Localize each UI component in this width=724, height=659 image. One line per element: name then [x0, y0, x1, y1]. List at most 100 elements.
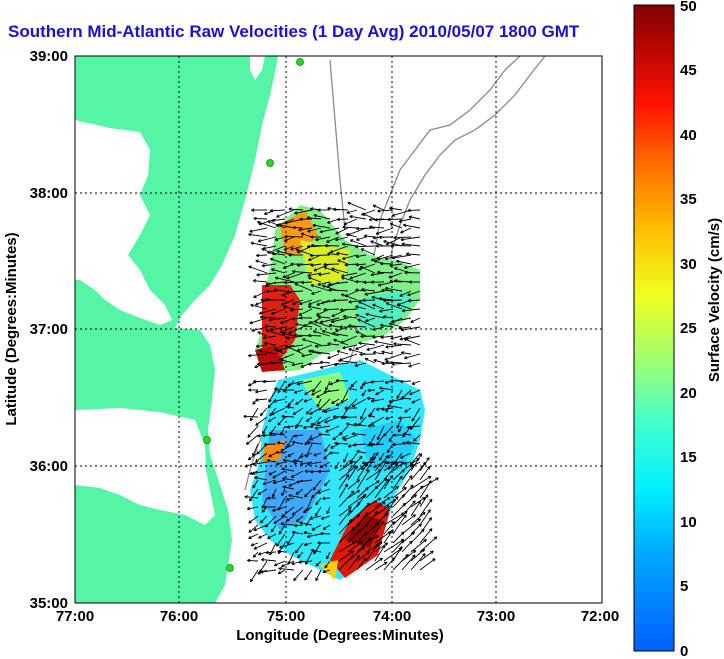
velocity-arrow-head [274, 388, 278, 391]
velocity-arrow [419, 528, 433, 544]
velocity-arrow-head [332, 332, 335, 336]
velocity-arrow [277, 416, 286, 426]
velocity-arrow [419, 480, 432, 499]
velocity-arrow [410, 475, 432, 490]
velocity-arrow [246, 434, 259, 445]
velocity-arrow [344, 263, 358, 266]
velocity-arrow [350, 380, 358, 388]
velocity-arrow [295, 488, 304, 495]
velocity-arrow [278, 567, 295, 571]
velocity-arrow-head [255, 260, 259, 263]
velocity-arrow [342, 254, 358, 260]
velocity-arrow [276, 209, 295, 218]
velocity-arrow [411, 407, 421, 422]
velocity-arrow [343, 315, 358, 319]
velocity-arrow [295, 248, 313, 256]
velocity-arrow [321, 515, 331, 520]
velocity-arrow [274, 344, 286, 350]
velocity-arrow [269, 542, 277, 556]
velocity-arrow-head [299, 218, 303, 222]
velocity-arrow [281, 506, 295, 518]
velocity-arrow-head [294, 525, 298, 528]
velocity-arrow [269, 361, 286, 364]
velocity-arrow [309, 515, 322, 520]
velocity-arrow [332, 299, 349, 301]
velocity-arrow [365, 317, 376, 322]
velocity-arrow [255, 260, 268, 265]
velocity-arrow-head [339, 309, 343, 312]
velocity-arrow-head [262, 435, 266, 438]
velocity-arrow-head [282, 459, 286, 462]
velocity-arrow [394, 267, 412, 274]
velocity-arrow-head [324, 245, 328, 248]
velocity-arrow-head [331, 268, 335, 271]
velocity-arrow-head [379, 557, 383, 560]
velocity-arrow-head [255, 391, 259, 394]
velocity-arrow [325, 380, 331, 391]
velocity-arrow-head [304, 495, 308, 498]
velocity-arrow [247, 559, 259, 562]
velocity-arrow [347, 479, 360, 490]
velocity-arrow [252, 443, 259, 457]
velocity-arrow [249, 317, 268, 324]
velocity-arrow [284, 281, 304, 284]
velocity-arrow [358, 263, 376, 271]
velocity-arrow-head [402, 442, 406, 446]
velocity-arrow-head [368, 219, 372, 222]
velocity-arrow-head [346, 212, 350, 215]
velocity-arrow-head [288, 208, 292, 211]
velocity-arrow [271, 308, 286, 315]
velocity-arrow [260, 407, 268, 416]
velocity-arrow-head [390, 244, 394, 248]
velocity-arrow [314, 320, 331, 328]
velocity-arrow-head [270, 329, 274, 332]
velocity-arrow [356, 502, 370, 517]
velocity-arrow-head [319, 367, 324, 369]
velocity-arrow [287, 398, 295, 407]
velocity-arrow [308, 362, 322, 365]
velocity-arrow-head [369, 444, 373, 447]
velocity-arrow [265, 551, 277, 554]
velocity-arrow [388, 323, 403, 328]
velocity-arrow-head [355, 264, 359, 267]
velocity-arrow-head [322, 498, 326, 501]
velocity-arrow [274, 289, 286, 292]
velocity-arrow-head [342, 226, 346, 229]
velocity-arrow-head [294, 283, 298, 287]
velocity-arrow [290, 245, 304, 251]
velocity-arrow [301, 353, 313, 357]
velocity-arrow [304, 542, 313, 546]
velocity-arrow [283, 245, 295, 251]
velocity-arrow [375, 389, 385, 396]
velocity-arrow [355, 330, 367, 337]
velocity-arrow [388, 272, 403, 279]
velocity-arrow-head [326, 511, 330, 514]
velocity-arrow [376, 407, 385, 411]
velocity-arrow [264, 342, 277, 346]
velocity-arrow [297, 245, 313, 254]
velocity-arrow-head [310, 426, 314, 429]
velocity-arrow [290, 308, 304, 311]
velocity-arrow-head [367, 537, 372, 540]
velocity-arrow-head [286, 426, 290, 429]
velocity-arrow-head [342, 347, 346, 350]
velocity-arrow [350, 452, 358, 463]
velocity-arrow [282, 332, 295, 337]
velocity-arrow [291, 560, 304, 565]
velocity-arrow [357, 318, 376, 328]
velocity-arrow [304, 488, 313, 498]
velocity-arrow-head [390, 338, 394, 340]
velocity-arrow-head [377, 259, 381, 261]
velocity-arrow [392, 469, 405, 481]
velocity-arrow [380, 324, 394, 328]
velocity-arrow [334, 461, 340, 470]
velocity-arrow [356, 450, 367, 454]
velocity-arrow [262, 245, 277, 250]
velocity-arrow [309, 434, 322, 441]
velocity-arrow-head [293, 579, 297, 582]
velocity-arrow-head [255, 460, 259, 463]
velocity-arrow [392, 475, 403, 490]
velocity-arrow-head [374, 219, 378, 222]
velocity-arrow [383, 496, 399, 517]
velocity-arrow [280, 443, 295, 452]
